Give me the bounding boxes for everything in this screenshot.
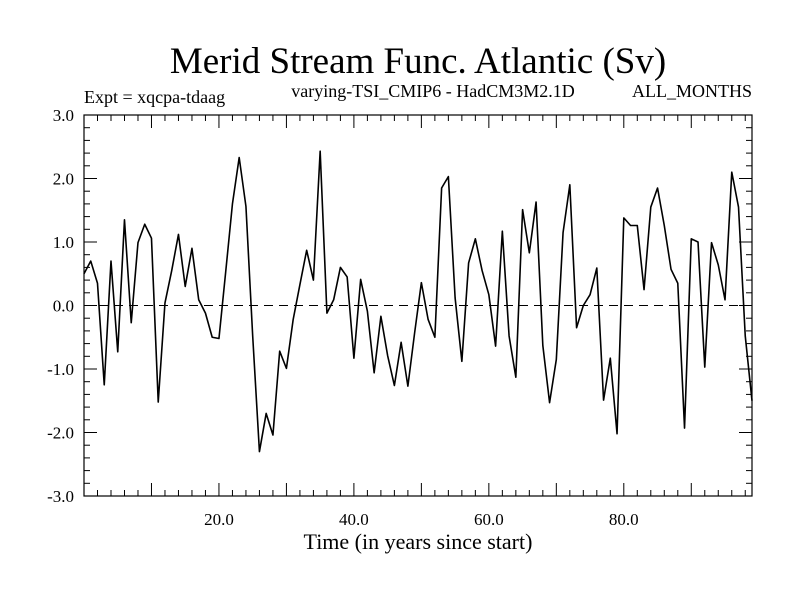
x-tick-label: 80.0 — [609, 510, 639, 529]
x-tick-label: 20.0 — [204, 510, 234, 529]
chart-subtitle-left: Expt = xqcpa-tdaag — [84, 87, 225, 107]
x-axis-label: Time (in years since start) — [304, 529, 533, 554]
y-tick-label: -3.0 — [47, 487, 74, 506]
x-tick-label: 40.0 — [339, 510, 369, 529]
chart-title: Merid Stream Func. Atlantic (Sv) — [170, 41, 666, 82]
y-tick-label: 1.0 — [53, 233, 74, 252]
x-tick-label: 60.0 — [474, 510, 504, 529]
axis-ticks — [84, 115, 752, 496]
tick-labels: 20.0 40.0 60.0 80.0 -3.0 -2.0 -1.0 0.0 1.0 2.0 3.0 — [47, 106, 639, 529]
y-tick-label: -1.0 — [47, 360, 74, 379]
plot-frame — [83, 114, 753, 497]
y-tick-label: -2.0 — [47, 424, 74, 443]
y-tick-label: 0.0 — [53, 297, 74, 316]
y-tick-label: 2.0 — [53, 170, 74, 189]
y-tick-label: 3.0 — [53, 106, 74, 125]
data-series — [83, 150, 753, 453]
series-line-0 — [83, 150, 753, 453]
chart-subtitle-right: ALL_MONTHS — [632, 81, 752, 101]
chart-subtitle-center: varying-TSI_CMIP6 - HadCM3M2.1D — [291, 81, 575, 101]
